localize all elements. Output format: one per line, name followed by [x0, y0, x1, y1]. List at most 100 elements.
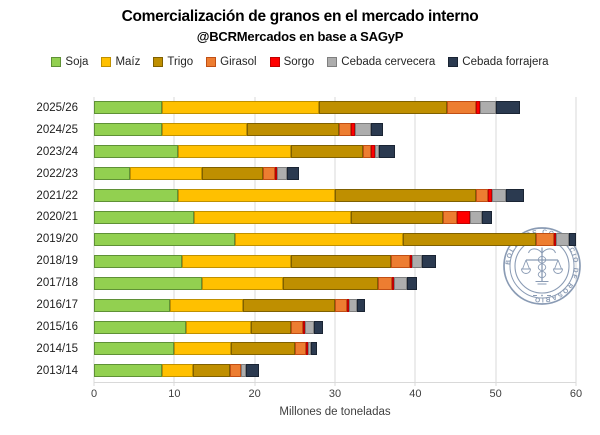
y-axis-label: 2019/20: [36, 233, 78, 246]
bar-track: [94, 123, 576, 137]
x-axis-tick-20: 20: [248, 388, 261, 400]
bar-segment-trigo: [334, 189, 476, 203]
x-axis-tick-50: 50: [489, 388, 502, 400]
stacked-bar: [94, 342, 576, 356]
bar-segment-cebada-forrajera: [506, 189, 524, 203]
y-axis-label: 2025/26: [36, 101, 78, 114]
bar-segment-cebada-forrajera: [245, 364, 259, 378]
bar-segment-cebada-cervecera: [411, 254, 423, 268]
bar-segment-soja: [94, 101, 163, 115]
bar-segment-maiz: [186, 320, 251, 334]
stacked-bar: [94, 123, 576, 137]
legend-label-cebada-forrajera: Cebada forrajera: [462, 56, 549, 68]
bar-segment-trigo: [192, 364, 230, 378]
y-axis-label: 2022/23: [36, 167, 78, 180]
bar-segment-girasol: [339, 123, 352, 137]
bar-rows: 2025/26 2024/25 2023/24 2022/23 2021/22 2020/…: [0, 97, 600, 382]
stacked-bar: [94, 364, 576, 378]
bar-segment-soja: [94, 276, 203, 290]
bar-segment-girasol: [391, 254, 410, 268]
bar-segment-girasol: [334, 298, 348, 312]
bar-segment-maiz: [162, 101, 319, 115]
legend: Soja Maíz Trigo Girasol Sorgo Cebada cervecer…: [0, 56, 600, 68]
bar-row-2024/25: 2024/25: [0, 119, 600, 141]
bar-segment-girasol: [229, 364, 241, 378]
bar-segment-trigo: [318, 101, 448, 115]
bar-track: [94, 342, 576, 356]
x-axis-tick-0: 0: [90, 388, 98, 400]
bar-segment-soja: [94, 298, 171, 312]
stacked-bar: [94, 276, 576, 290]
bar-row-2025/26: 2025/26: [0, 97, 600, 119]
bar-segment-cebada-forrajera: [422, 254, 436, 268]
bar-segment-cebada-forrajera: [371, 123, 384, 137]
legend-label-trigo: Trigo: [167, 56, 194, 68]
bar-segment-maiz: [170, 298, 243, 312]
bar-track: [94, 298, 576, 312]
bar-segment-soja: [94, 145, 179, 159]
bar-segment-maiz: [234, 232, 404, 246]
bar-segment-trigo: [403, 232, 536, 246]
legend-label-soja: Soja: [65, 56, 89, 68]
bar-segment-trigo: [290, 145, 364, 159]
legend-label-cebada-cervecera: Cebada cervecera: [341, 56, 436, 68]
bar-segment-sorgo: [457, 210, 470, 224]
bar-segment-cebada-cervecera: [375, 145, 380, 159]
bar-segment-soja: [94, 364, 163, 378]
legend-swatch-girasol: [206, 57, 217, 67]
legend-swatch-soja: [51, 57, 62, 67]
bar-segment-trigo: [246, 123, 339, 137]
legend-swatch-trigo: [153, 57, 164, 67]
y-axis-label: 2015/16: [36, 321, 78, 334]
bar-segment-sorgo: [475, 101, 480, 115]
bar-segment-soja: [94, 320, 187, 334]
bar-segment-cebada-forrajera: [379, 145, 396, 159]
y-axis-label: 2021/22: [36, 189, 78, 202]
bar-segment-maiz: [174, 342, 231, 356]
y-axis-label: 2014/15: [36, 342, 78, 355]
chart-area: BOLSA DE COMERCIO DE ROSARIO 2025/262024…: [0, 97, 600, 427]
bar-segment-trigo: [351, 210, 444, 224]
bar-segment-maiz: [182, 254, 291, 268]
bar-row-2023/24: 2023/24: [0, 141, 600, 163]
stacked-bar: [94, 210, 576, 224]
bar-segment-cebada-cervecera: [349, 298, 358, 312]
bar-track: [94, 101, 576, 115]
bar-segment-soja: [94, 210, 195, 224]
bar-segment-sorgo: [554, 232, 557, 246]
bar-segment-sorgo: [306, 342, 309, 356]
bar-segment-cebada-cervecera: [304, 320, 314, 334]
bar-track: [94, 210, 576, 224]
bar-row-2014/15: 2014/15: [0, 338, 600, 360]
bar-segment-trigo: [202, 167, 263, 181]
bar-segment-cebada-cervecera: [355, 123, 372, 137]
x-axis-tick-40: 40: [409, 388, 422, 400]
bar-segment-soja: [94, 189, 179, 203]
bar-segment-trigo: [250, 320, 291, 334]
bar-row-2019/20: 2019/20: [0, 228, 600, 250]
legend-item-maiz: Maíz: [101, 56, 140, 68]
bar-segment-cebada-cervecera: [277, 167, 287, 181]
bar-row-2022/23: 2022/23: [0, 163, 600, 185]
bar-segment-sorgo: [487, 189, 492, 203]
bar-segment-cebada-cervecera: [479, 101, 496, 115]
y-axis-label: 2018/19: [36, 255, 78, 268]
legend-item-cebada-cervecera: Cebada cervecera: [327, 56, 435, 68]
bar-segment-girasol: [363, 145, 372, 159]
bar-segment-sorgo: [409, 254, 412, 268]
legend-label-sorgo: Sorgo: [283, 56, 315, 68]
bar-segment-sorgo: [392, 276, 394, 290]
y-axis-label: 2017/18: [36, 277, 78, 290]
bar-segment-soja: [94, 167, 131, 181]
bar-segment-sorgo: [351, 123, 356, 137]
legend-item-soja: Soja: [51, 56, 88, 68]
bar-segment-girasol: [443, 210, 458, 224]
bar-segment-maiz: [130, 167, 203, 181]
legend-item-girasol: Girasol: [206, 56, 257, 68]
bar-segment-sorgo: [274, 167, 278, 181]
stacked-bar: [94, 254, 576, 268]
bar-track: [94, 364, 576, 378]
bar-segment-maiz: [178, 145, 291, 159]
bar-segment-soja: [94, 342, 175, 356]
